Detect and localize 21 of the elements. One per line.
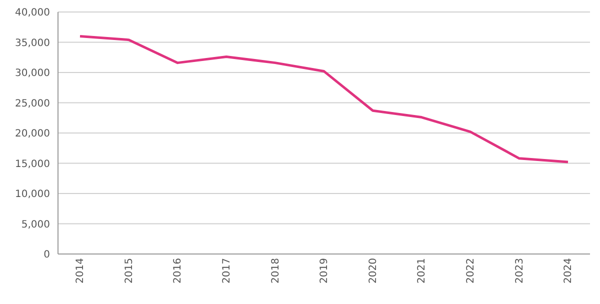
x-tick-label: 2022 bbox=[466, 258, 476, 284]
x-tick-label: 2023 bbox=[514, 258, 526, 284]
x-tick-label: 2014 bbox=[75, 258, 86, 284]
y-tick-label: 40,000 bbox=[15, 8, 50, 19]
y-tick-label: 10,000 bbox=[15, 189, 50, 200]
y-tick-label: 15,000 bbox=[15, 158, 50, 170]
x-tick-label: 2024 bbox=[563, 258, 574, 284]
x-tick-label: 2020 bbox=[368, 258, 379, 284]
x-tick-label: 2015 bbox=[124, 258, 135, 284]
y-tick-label: 25,000 bbox=[15, 98, 50, 110]
x-tick-label: 2016 bbox=[172, 258, 184, 284]
x-tick-label: 2017 bbox=[222, 258, 232, 284]
y-tick-label: 20,000 bbox=[15, 128, 50, 140]
y-tick-label: 5,000 bbox=[21, 219, 50, 230]
y-tick-label: 30,000 bbox=[15, 68, 50, 80]
line-series bbox=[78, 34, 570, 164]
x-tick-label: 2021 bbox=[416, 258, 428, 284]
x-tick-label: 2018 bbox=[270, 258, 282, 284]
y-tick-label: 35,000 bbox=[15, 38, 50, 49]
y-tick-label: 0 bbox=[44, 250, 50, 261]
x-tick-label: 2019 bbox=[319, 258, 330, 284]
